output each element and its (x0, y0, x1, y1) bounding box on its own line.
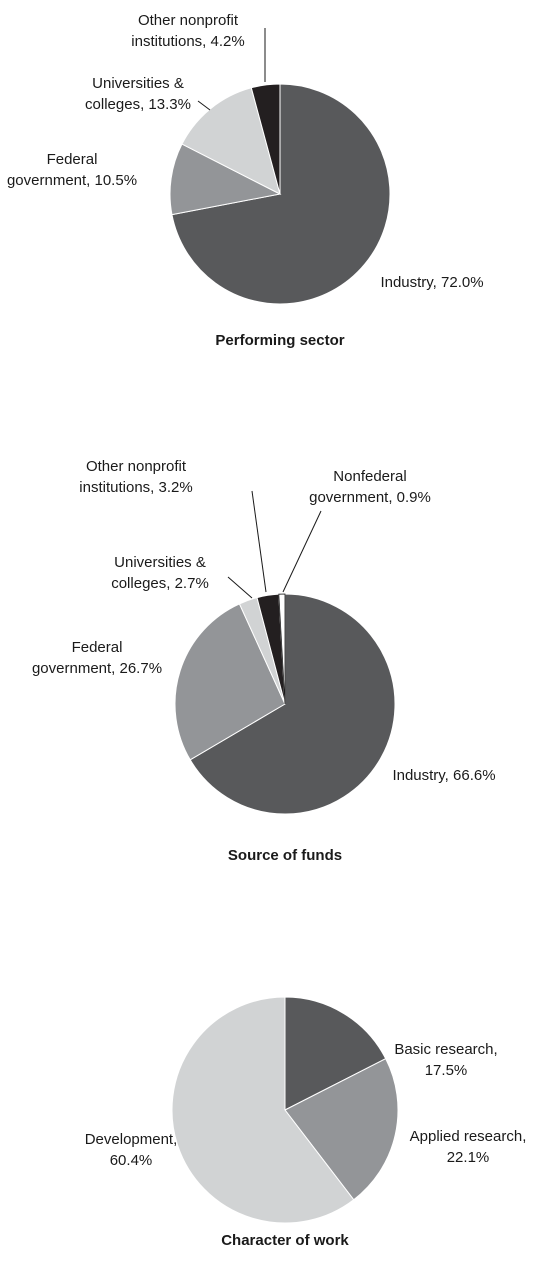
pie-slice (169, 143, 282, 216)
leader-line (197, 100, 211, 111)
pie-slice (284, 996, 387, 1111)
slice-label: Federal government, 10.5% (7, 151, 137, 189)
slice-label: Basic research, 17.5% (394, 1041, 497, 1079)
pie-slice (171, 996, 355, 1224)
leader-line (251, 490, 267, 593)
slice-label: Development, 60.4% (85, 1131, 178, 1169)
slice-label: Industry, 72.0% (380, 274, 483, 291)
pie-slice (284, 1058, 399, 1201)
pie-slice (278, 593, 286, 705)
pie-slice (174, 603, 286, 761)
pie-chart-source-of-funds: Industry, 66.6% Federal government, 26.7% U… (32, 458, 496, 864)
slice-label: Nonfederal government, 0.9% (309, 468, 431, 506)
leader-line (227, 576, 253, 599)
slice-label: Other nonprofit institutions, 4.2% (131, 12, 244, 50)
pie-chart-character-of-work: Basic research, 17.5% Applied research, 22.… (85, 996, 527, 1249)
pie-chart-performing-sector: Industry, 72.0% Federal government, 10.5% U… (7, 12, 484, 349)
pie-slice (181, 87, 281, 195)
slice-label: Universities & colleges, 13.3% (85, 75, 191, 113)
pie-slice (250, 83, 281, 195)
leader-line (282, 510, 322, 593)
slice-label: Applied research, 22.1% (410, 1128, 527, 1166)
chart-title: Performing sector (215, 332, 344, 349)
slice-label: Industry, 66.6% (392, 767, 495, 784)
slice-label: Federal government, 26.7% (32, 639, 162, 677)
pie-slice (189, 593, 396, 815)
slice-label: Universities & colleges, 2.7% (111, 554, 209, 592)
chart-title: Character of work (221, 1232, 349, 1249)
slice-label: Other nonprofit institutions, 3.2% (79, 458, 192, 496)
chart-title: Source of funds (228, 847, 342, 864)
